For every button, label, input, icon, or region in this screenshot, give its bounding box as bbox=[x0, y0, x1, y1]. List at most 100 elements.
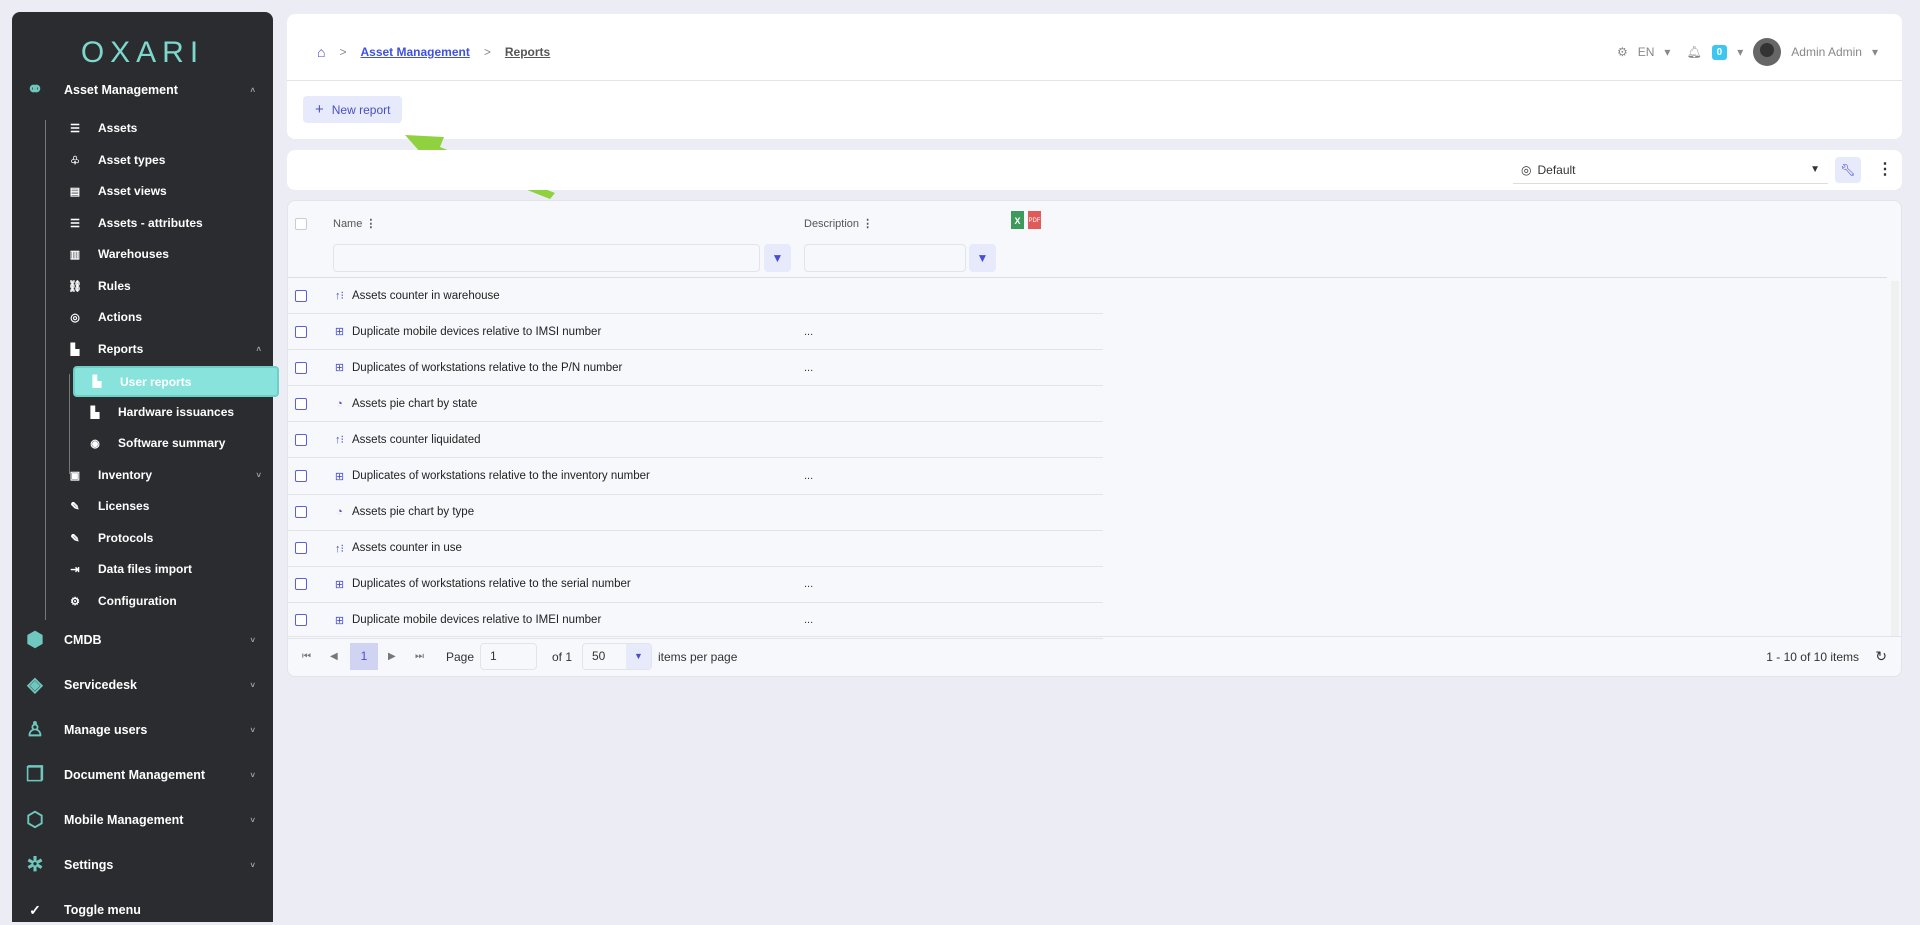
caret-down-icon[interactable]: ▾ bbox=[1871, 45, 1878, 59]
sidebar-group-cmdb[interactable]: ⬢ CMDB ˅ bbox=[22, 625, 263, 655]
label: Asset types bbox=[98, 153, 166, 167]
bell-icon[interactable]: 🔔︎ bbox=[1686, 45, 1702, 59]
name-filter-button[interactable]: ▼ bbox=[764, 244, 791, 272]
report-name[interactable]: ↑⁝ Assets counter in use bbox=[333, 542, 462, 555]
row-checkbox[interactable] bbox=[295, 506, 307, 519]
gear-icon[interactable]: ⚙ bbox=[1616, 45, 1628, 59]
label: Assets - attributes bbox=[98, 216, 203, 230]
report-name[interactable]: ⊞ Duplicate mobile devices relative to IM… bbox=[333, 325, 601, 339]
table-row[interactable]: ⊞ Duplicates of workstations relative to … bbox=[288, 459, 1103, 495]
report-name[interactable]: ◔ Assets pie chart by state bbox=[333, 398, 477, 410]
report-name[interactable]: ↑⁝ Assets counter in warehouse bbox=[333, 289, 500, 303]
sidebar-item-data-files-import[interactable]: ⇥ Data files import bbox=[67, 556, 261, 582]
table-row[interactable]: ↑⁝ Assets counter in use bbox=[288, 531, 1103, 567]
row-checkbox[interactable] bbox=[295, 325, 307, 338]
sidebar-item-configuration[interactable]: ⚙ Configuration bbox=[67, 588, 261, 614]
sidebar-group-manage-users[interactable]: ♙ Manage users ˅ bbox=[22, 715, 263, 745]
sidebar-group-asset-management[interactable]: ⚭ Asset Management ˄ bbox=[22, 75, 263, 105]
table-row[interactable]: ↑⁝ Assets counter in warehouse bbox=[288, 278, 1103, 314]
table-row[interactable]: ↑⁝ Assets counter liquidated bbox=[288, 422, 1103, 459]
table-row[interactable]: ⊞ Duplicate mobile devices relative to IM… bbox=[288, 314, 1103, 351]
pdf-export-icon[interactable]: PDF bbox=[1028, 211, 1041, 229]
toggle-menu[interactable]: ✓ Toggle menu bbox=[22, 895, 263, 925]
row-checkbox[interactable] bbox=[295, 542, 307, 555]
column-header-description[interactable]: Description ⋮ bbox=[804, 217, 873, 230]
sidebar-group-document-management[interactable]: ❐ Document Management ˅ bbox=[22, 760, 263, 790]
sidebar-item-asset-types[interactable]: ♧ Asset types bbox=[67, 147, 261, 173]
table-row[interactable]: ⊞ Duplicate mobile devices relative to IM… bbox=[288, 603, 1103, 639]
divider bbox=[287, 80, 1902, 81]
scrollbar[interactable] bbox=[1891, 281, 1899, 636]
sidebar-item-warehouses[interactable]: ▥ Warehouses bbox=[67, 241, 261, 267]
description-filter-button[interactable]: ▼ bbox=[969, 244, 996, 272]
excel-export-icon[interactable]: X bbox=[1011, 211, 1024, 229]
page-1-button[interactable]: 1 bbox=[350, 643, 378, 670]
refresh-icon[interactable]: ↻ bbox=[1875, 648, 1887, 664]
sidebar-item-assets-attributes[interactable]: ☰ Assets - attributes bbox=[67, 210, 261, 236]
row-checkbox[interactable] bbox=[295, 289, 307, 302]
label: Manage users bbox=[64, 723, 148, 737]
first-page-icon[interactable]: ⏮ bbox=[302, 651, 311, 662]
column-menu-icon[interactable]: ⋮ bbox=[862, 218, 874, 230]
box-icon: ▣ bbox=[69, 469, 81, 482]
user-name[interactable]: Admin Admin bbox=[1791, 45, 1862, 59]
next-page-icon[interactable]: ▶ bbox=[388, 651, 396, 662]
report-name[interactable]: ⊞ Duplicates of workstations relative to … bbox=[333, 470, 650, 483]
sidebar-item-inventory[interactable]: ▣ Inventory ˅ bbox=[67, 462, 261, 488]
table-row[interactable]: ◔ Assets pie chart by state bbox=[288, 386, 1103, 423]
row-checkbox[interactable] bbox=[295, 578, 307, 591]
sidebar-item-protocols[interactable]: ✎ Protocols bbox=[67, 525, 261, 551]
table-row[interactable]: ◔ Assets pie chart by type bbox=[288, 495, 1103, 531]
per-page-select[interactable]: 50 ▼ bbox=[582, 643, 652, 670]
row-checkbox[interactable] bbox=[295, 614, 307, 627]
report-name[interactable]: ◔ Assets pie chart by type bbox=[333, 506, 474, 518]
row-checkbox[interactable] bbox=[295, 433, 307, 446]
sidebar-item-reports[interactable]: ▙ Reports ˄ bbox=[67, 336, 261, 362]
report-name[interactable]: ⊞ Duplicate mobile devices relative to IM… bbox=[333, 614, 601, 627]
report-name[interactable]: ↑⁝ Assets counter liquidated bbox=[333, 433, 481, 447]
row-checkbox[interactable] bbox=[295, 361, 307, 374]
breadcrumb-reports[interactable]: Reports bbox=[504, 45, 551, 59]
notification-badge[interactable]: 0 bbox=[1711, 44, 1728, 60]
caret-down-icon[interactable]: ▾ bbox=[1664, 45, 1671, 59]
prev-page-icon[interactable]: ◀ bbox=[330, 651, 338, 662]
sidebar-item-licenses[interactable]: ✎ Licenses bbox=[67, 493, 261, 519]
sidebar-group-mobile-management[interactable]: ⬡ Mobile Management ˅ bbox=[22, 805, 263, 835]
more-options-icon[interactable]: ⋮ bbox=[1877, 161, 1893, 178]
table-row[interactable]: ⊞ Duplicates of workstations relative to … bbox=[288, 350, 1103, 387]
report-name[interactable]: ⊞ Duplicates of workstations relative to … bbox=[333, 361, 622, 375]
column-header-name[interactable]: Name ⋮ bbox=[333, 217, 376, 230]
page-input[interactable]: 1 bbox=[480, 643, 537, 670]
sidebar-item-asset-views[interactable]: ▤ Asset views bbox=[67, 178, 261, 204]
language-select[interactable]: EN bbox=[1637, 45, 1655, 59]
sidebar-group-settings[interactable]: ✲ Settings ˅ bbox=[22, 850, 263, 880]
row-checkbox[interactable] bbox=[295, 397, 307, 410]
sidebar-item-hardware-issuances[interactable]: ▙ Hardware issuances bbox=[87, 399, 261, 425]
table-row[interactable]: ⊞ Duplicates of workstations relative to … bbox=[288, 567, 1103, 603]
view-select[interactable]: ◎ Default ▼ bbox=[1513, 156, 1828, 184]
select-all-checkbox[interactable] bbox=[295, 218, 307, 230]
description-filter-input[interactable] bbox=[804, 244, 966, 272]
tree-line bbox=[45, 120, 46, 620]
new-report-button[interactable]: + New report bbox=[303, 96, 402, 123]
home-icon[interactable]: ⌂ bbox=[317, 44, 326, 60]
breadcrumb-asset-management[interactable]: Asset Management bbox=[360, 45, 470, 59]
plus-icon: + bbox=[315, 101, 324, 118]
wrench-icon: 🔧︎ bbox=[1840, 163, 1856, 177]
report-name[interactable]: ⊞ Duplicates of workstations relative to … bbox=[333, 578, 631, 591]
sidebar-item-software-summary[interactable]: ◉ Software summary bbox=[87, 430, 261, 456]
caret-down-icon[interactable]: ▾ bbox=[1737, 45, 1744, 59]
column-menu-icon[interactable]: ⋮ bbox=[365, 218, 377, 230]
sidebar-group-servicedesk[interactable]: ◈ Servicedesk ˅ bbox=[22, 670, 263, 700]
avatar[interactable] bbox=[1753, 38, 1782, 66]
row-checkbox[interactable] bbox=[295, 470, 307, 482]
wrench-button[interactable]: 🔧︎ bbox=[1835, 157, 1861, 183]
breadcrumb: ⌂ > Asset Management > Reports bbox=[317, 44, 550, 60]
last-page-icon[interactable]: ⏭ bbox=[415, 651, 424, 662]
sidebar-item-rules[interactable]: ⛓ Rules bbox=[67, 273, 261, 299]
name-filter-input[interactable] bbox=[333, 244, 760, 272]
sidebar-item-actions[interactable]: ◎ Actions bbox=[67, 304, 261, 330]
sidebar-item-user-reports[interactable]: ▙ User reports bbox=[73, 366, 279, 397]
report-description: ... bbox=[804, 470, 814, 482]
sidebar-item-assets[interactable]: ☰ Assets bbox=[67, 115, 261, 141]
